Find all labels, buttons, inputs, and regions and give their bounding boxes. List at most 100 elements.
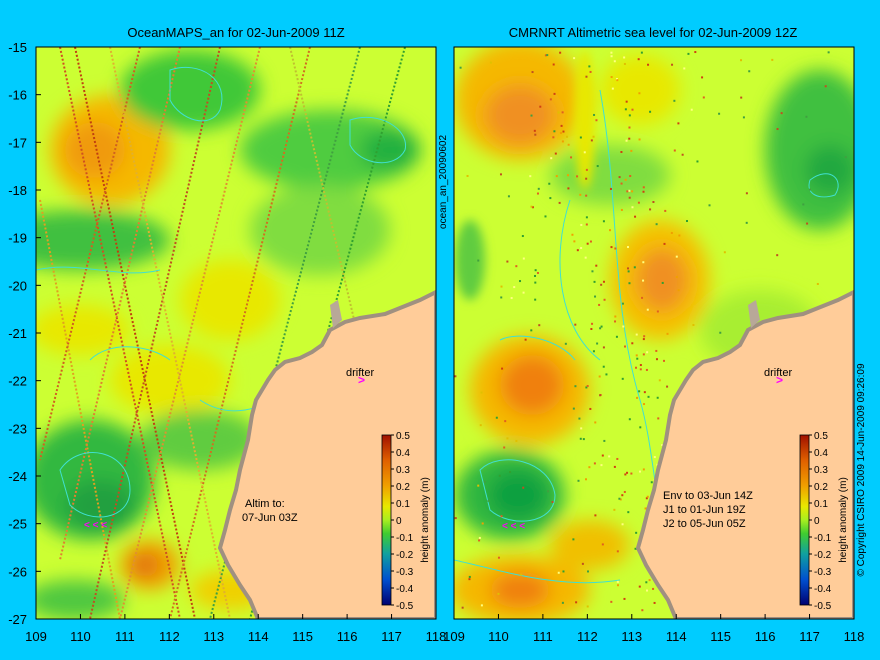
track-point	[776, 254, 779, 257]
track-point	[513, 286, 516, 289]
track-point	[558, 201, 561, 204]
track-point	[642, 468, 645, 471]
colorbar-tick-label: 0.5	[396, 431, 410, 442]
track-point	[562, 130, 565, 133]
x-tick-label: 115	[710, 629, 731, 644]
x-tick-label: 110	[488, 629, 509, 644]
track-point	[587, 570, 590, 573]
track-point	[628, 137, 631, 140]
left-colorbar: 0.5 0.4 0.3 0.2 0.1 0 -0.1 -0.2 -0.3 -0.4 -0.5 hei…	[381, 431, 431, 612]
track-point	[664, 209, 667, 212]
track-point	[673, 149, 676, 152]
track-point	[557, 111, 560, 114]
track-point	[666, 385, 669, 388]
track-point	[723, 251, 726, 254]
track-point	[655, 358, 658, 361]
colorbar-tick-label: -0.5	[814, 601, 832, 612]
track-point	[588, 65, 591, 68]
left-note-line-2: 07-Jun 03Z	[242, 512, 298, 524]
track-point	[661, 444, 664, 447]
track-point	[506, 260, 509, 263]
left-colorbar-label: height anomaly (m)	[420, 477, 431, 563]
colorbar-tick-label: -0.4	[814, 584, 832, 595]
track-point	[510, 297, 513, 300]
colorbar-tick-label: 0.1	[396, 499, 410, 510]
right-drifter-label: drifter	[764, 367, 792, 379]
left-drifter-arrow-icon: >	[358, 373, 365, 387]
y-tick-label: -24	[8, 469, 27, 484]
track-point	[635, 333, 638, 336]
track-point	[614, 315, 617, 318]
track-point	[591, 322, 594, 325]
x-tick-label: 110	[70, 629, 91, 644]
colorbar-tick-label: 0.2	[396, 482, 410, 493]
track-point	[628, 114, 631, 117]
colorbar-tick-label: -0.2	[396, 550, 414, 561]
track-point	[635, 531, 638, 534]
track-point	[585, 223, 588, 226]
track-point	[655, 349, 658, 352]
track-point	[592, 350, 595, 353]
track-point	[642, 279, 645, 282]
track-point	[598, 303, 601, 306]
track-point	[658, 379, 661, 382]
track-point	[610, 600, 613, 603]
track-point	[461, 606, 464, 609]
track-point	[631, 206, 634, 209]
right-x-axis: 109 110 111 112 113 114 115 116 117 118	[443, 614, 864, 644]
track-point	[626, 190, 629, 193]
colorbar-tick-label: -0.3	[814, 567, 832, 578]
track-point	[662, 359, 665, 362]
track-point	[592, 135, 595, 138]
track-point	[586, 242, 589, 245]
y-tick-label: -16	[8, 88, 27, 103]
track-point	[580, 223, 583, 226]
track-point	[594, 421, 597, 424]
track-point	[507, 195, 510, 198]
track-point	[631, 190, 634, 193]
track-point	[531, 71, 534, 74]
track-point	[645, 497, 648, 500]
track-point	[544, 54, 547, 57]
track-point	[623, 597, 626, 600]
x-tick-label: 116	[755, 629, 776, 644]
track-point	[546, 54, 549, 57]
track-point	[642, 186, 645, 189]
track-point	[611, 87, 614, 90]
track-point	[530, 114, 533, 117]
track-point	[495, 416, 498, 419]
track-point	[599, 394, 602, 397]
colorbar-tick-label: -0.3	[396, 567, 414, 578]
track-point	[534, 133, 537, 136]
left-island	[330, 300, 342, 328]
x-tick-label: 109	[25, 629, 47, 644]
track-point	[623, 490, 626, 493]
track-point	[646, 589, 649, 592]
track-point	[539, 105, 542, 108]
colorbar-tick-label: 0.4	[396, 448, 410, 459]
track-point	[805, 115, 808, 118]
track-point	[628, 189, 631, 192]
track-point	[551, 500, 554, 503]
track-point	[602, 280, 605, 283]
track-point	[585, 177, 588, 180]
track-point	[594, 295, 597, 298]
track-point	[780, 112, 783, 115]
track-point	[645, 581, 648, 584]
track-point	[619, 498, 622, 501]
y-tick-label: -23	[8, 421, 27, 436]
x-tick-label: 113	[203, 629, 224, 644]
track-point	[519, 280, 522, 283]
track-point	[579, 193, 582, 196]
track-point	[536, 271, 539, 274]
track-point	[675, 255, 678, 258]
y-tick-label: -17	[8, 135, 27, 150]
track-point	[560, 131, 563, 134]
track-point	[480, 391, 483, 394]
track-point	[601, 454, 604, 457]
x-tick-label: 109	[443, 629, 465, 644]
track-point	[498, 474, 501, 477]
track-point	[657, 417, 660, 420]
track-point	[477, 259, 480, 262]
track-point	[610, 246, 613, 249]
